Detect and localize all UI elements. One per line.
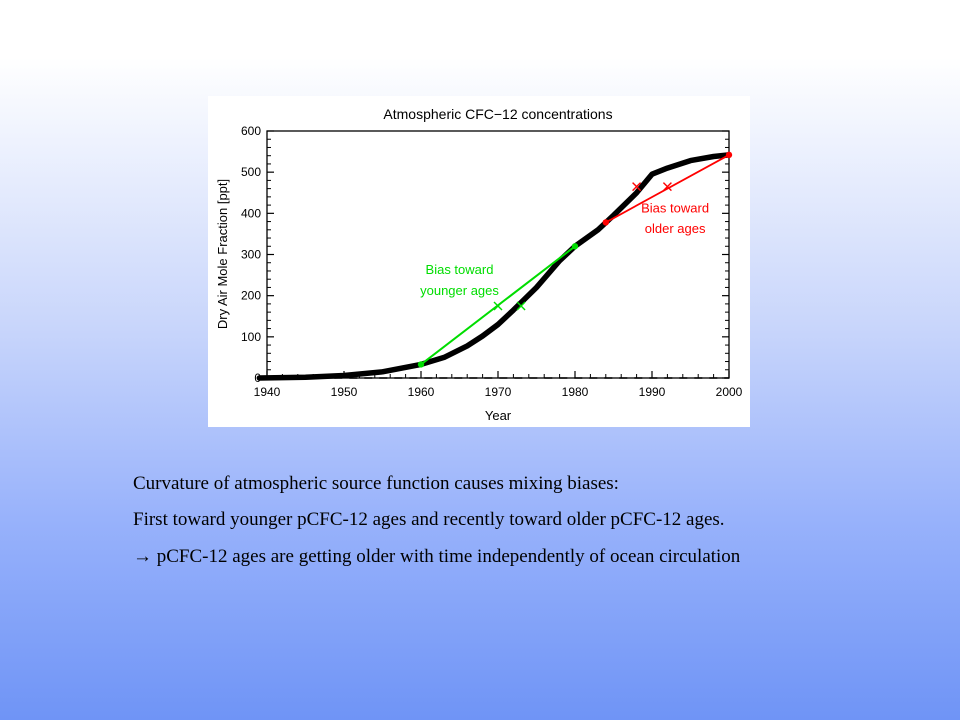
x-tick-label: 1980 [562,385,589,399]
y-tick-label: 100 [241,330,261,344]
cfc12-curve [256,152,732,381]
endpoint-dot [725,151,733,159]
cross-marker [516,301,526,311]
bias-annotation: younger ages [420,283,499,298]
endpoint-dot [571,243,579,250]
cross-marker [662,182,672,192]
x-tick-label: 1960 [408,385,435,399]
bias-annotation: Bias toward [641,201,709,216]
x-tick-label: 1970 [485,385,512,399]
y-tick-label: 500 [241,165,261,179]
x-tick-label: 1990 [639,385,666,399]
x-axis-label: Year [485,408,512,423]
annotation-layer: Bias toward younger ages Bias toward older … [420,201,709,298]
x-tick-label: 1950 [331,385,358,399]
endpoint-dot [602,219,609,226]
cross-stroke [516,301,526,311]
cross-marker [632,182,642,192]
x-tick-label: 1940 [254,385,281,399]
cross-stroke [493,301,503,311]
y-tick-label: 300 [241,248,261,262]
caption-line-2: First toward younger pCFC-12 ages and re… [133,509,725,530]
x-tick-label: 2000 [716,385,743,399]
y-tick-label: 600 [241,124,261,138]
caption-line-1: Curvature of atmospheric source function… [133,473,619,494]
y-axis-label: Dry Air Mole Fraction [ppt] [215,179,230,329]
plot-frame [266,130,730,379]
mixing-line-older [604,154,730,224]
cfc12-chart: Atmospheric CFC−12 concentrations 1940 19… [215,106,743,423]
marker-layer [417,151,733,368]
x-axis: 1940 1950 1960 1970 1980 1990 2000 [254,371,743,399]
series-layer [256,152,732,381]
y-tick-label: 400 [241,206,261,220]
y-tick-label: 200 [241,289,261,303]
chart-panel: Atmospheric CFC−12 concentrations 1940 19… [208,96,750,427]
endpoint-dot [417,361,425,368]
bias-annotation: older ages [645,221,706,236]
cross-stroke [632,182,642,192]
bias-annotation: Bias toward [426,262,494,277]
cross-stroke [662,182,672,192]
caption-line-3: → pCFC-12 ages are getting older with ti… [133,546,741,567]
chart-title: Atmospheric CFC−12 concentrations [383,106,612,122]
cross-marker [493,301,503,311]
